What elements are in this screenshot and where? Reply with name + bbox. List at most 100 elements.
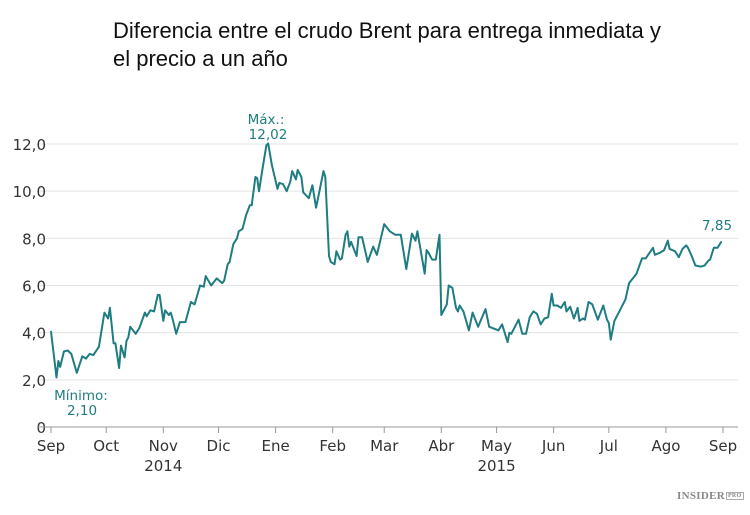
data-point	[569, 305, 571, 308]
y-tick-label: 0	[36, 419, 46, 437]
data-point	[606, 318, 608, 321]
data-point	[285, 190, 288, 192]
data-point	[405, 268, 408, 270]
data-point	[114, 342, 117, 345]
data-point	[120, 344, 122, 347]
data-point	[81, 355, 84, 358]
max-annotation-value: 12,02	[249, 127, 288, 143]
data-point	[355, 255, 358, 257]
data-point	[624, 298, 627, 301]
data-point	[694, 264, 697, 267]
data-point	[666, 239, 669, 242]
data-point	[315, 206, 317, 209]
data-point	[123, 356, 126, 359]
data-point	[184, 321, 187, 323]
data-point	[608, 322, 610, 325]
data-point	[350, 241, 352, 243]
data-point	[311, 184, 314, 187]
data-point	[333, 263, 336, 266]
data-point	[462, 310, 465, 313]
chart-title: Diferencia entre el crudo Brent para ent…	[113, 18, 661, 71]
data-point	[425, 249, 428, 251]
y-tick-label: 10,0	[13, 183, 46, 201]
data-point	[440, 314, 443, 316]
data-point	[635, 272, 638, 275]
data-point	[361, 236, 363, 238]
data-point	[109, 307, 111, 309]
x-tick-label: Nov	[149, 437, 178, 455]
data-point	[521, 333, 524, 335]
data-point	[550, 292, 553, 295]
y-tick-label: 6,0	[22, 278, 46, 296]
data-point	[411, 232, 413, 235]
data-point	[149, 309, 152, 312]
data-point	[712, 246, 715, 249]
data-point	[296, 169, 299, 171]
data-point	[237, 230, 240, 233]
data-point	[565, 310, 568, 313]
data-point	[144, 311, 146, 314]
data-point	[427, 251, 430, 254]
data-point	[484, 308, 487, 310]
data-point	[690, 255, 693, 257]
data-point	[250, 204, 253, 207]
data-point	[103, 311, 106, 314]
data-point	[289, 180, 292, 183]
data-point	[63, 350, 65, 353]
data-point	[300, 176, 303, 178]
data-point	[458, 304, 461, 307]
data-point	[681, 248, 684, 250]
y-tick-label: 12,0	[13, 136, 46, 154]
data-point	[609, 338, 612, 341]
data-point	[720, 241, 722, 243]
data-point	[716, 246, 719, 249]
max-annotation-label: Máx.:	[248, 112, 285, 128]
data-point	[215, 277, 218, 280]
data-point	[324, 176, 327, 178]
data-point	[204, 275, 207, 277]
data-point	[70, 353, 73, 355]
data-point	[344, 233, 347, 236]
data-point	[307, 197, 310, 200]
data-point	[678, 256, 680, 259]
data-point	[394, 233, 397, 236]
data-point	[346, 230, 349, 233]
last-value-annotation: 7,85	[702, 218, 732, 234]
x-tick-label: Sep	[37, 437, 65, 455]
data-point	[245, 213, 247, 216]
data-point	[506, 341, 509, 343]
data-point	[455, 307, 457, 309]
data-point	[584, 318, 586, 321]
data-point	[302, 191, 305, 194]
data-point	[687, 246, 689, 249]
data-point	[423, 272, 426, 275]
data-point	[249, 204, 251, 207]
data-point	[663, 249, 665, 251]
data-point	[175, 333, 177, 335]
data-point	[145, 315, 148, 317]
data-point	[668, 248, 671, 250]
x-tick-label: Mar	[370, 437, 399, 455]
data-point	[703, 264, 706, 267]
data-point	[55, 376, 58, 379]
x-tick-label: Jul	[599, 437, 618, 455]
data-point	[236, 237, 238, 240]
data-point	[210, 284, 212, 287]
data-point	[556, 304, 559, 307]
x-axis: Sep Oct Nov Dic Ene Feb Mar Abr May Jun Jul Ago Sep 2…	[37, 426, 738, 475]
min-annotation-value: 2,10	[67, 403, 97, 419]
data-point	[265, 144, 268, 146]
data-point	[619, 309, 621, 312]
y-tick-label: 4,0	[22, 325, 46, 343]
data-point	[383, 223, 386, 225]
data-point	[644, 257, 647, 260]
data-point	[376, 254, 378, 256]
data-point	[261, 166, 264, 169]
data-point	[641, 257, 643, 260]
data-point	[241, 228, 244, 230]
data-point	[190, 301, 192, 303]
data-point	[539, 323, 542, 326]
x-tick-label: Dic	[207, 437, 231, 455]
data-point	[112, 342, 115, 345]
